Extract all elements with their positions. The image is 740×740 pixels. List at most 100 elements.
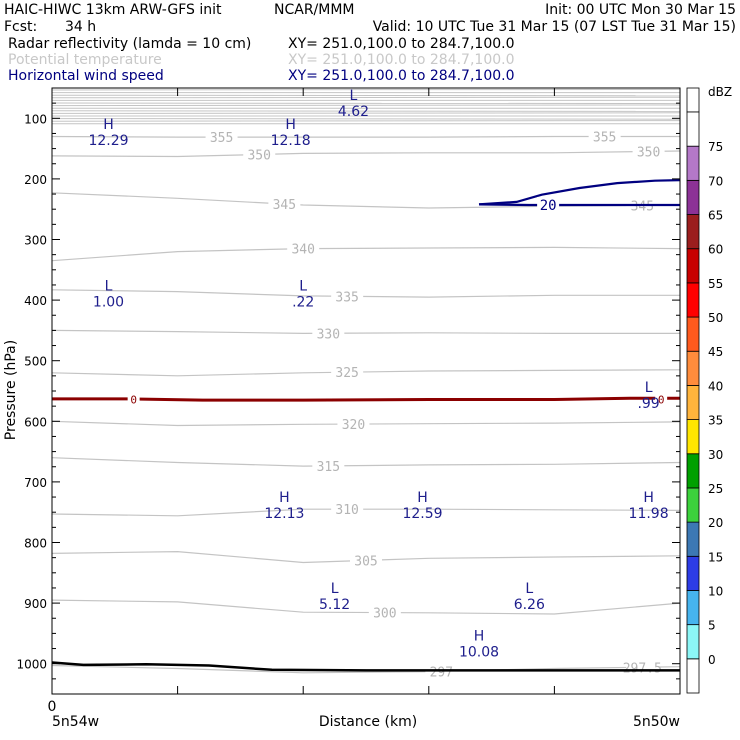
extremum-type: H [279,490,290,506]
colorbar-swatch [686,453,700,489]
colorbar-swatch [686,248,700,284]
colorbar-level-label: 5 [708,619,716,633]
y-tick-label: 400 [24,294,47,308]
wind-contours: 20 [478,179,681,214]
theta-contour-label: 305 [354,554,377,569]
extrema-labels: L4.62H12.29H12.18L1.00L.22L.99H12.13H12.… [88,88,668,661]
extremum-value: 12.59 [402,506,442,522]
theta-contour-label: 355 [210,131,233,146]
field-name: Radar reflectivity (lamda = 10 cm) [8,36,251,52]
theta-contour-label: 345 [273,198,296,213]
y-tick-label: 300 [24,234,47,248]
x-axis-label: Distance (km) [319,714,417,730]
extremum-value: 1.00 [93,294,124,310]
extremum-type: H [103,117,114,133]
colorbar-level-label: 10 [708,584,723,598]
field-name: Horizontal wind speed [8,68,164,84]
theta-contour-label: 300 [373,607,396,622]
colorbar-swatch [686,419,700,455]
extremum-value: 5.12 [319,597,350,613]
colorbar-level-label: 60 [708,243,723,257]
y-axis-label: Pressure (hPa) [3,340,19,440]
colorbar-level-label: 55 [708,277,723,291]
theta-contour-line [51,150,681,158]
model-title: HAIC-HIWC 13km ARW-GFS init [4,2,222,18]
extremum-value: 12.13 [264,506,304,522]
theta-contour-label: 315 [317,460,340,475]
extremum-type: H [285,117,296,133]
colorbar-swatch [686,624,700,660]
theta-contour-label: 325 [335,366,358,381]
field-xy: XY= 251.0,100.0 to 284.7,100.0 [288,68,515,84]
colorbar-level-label: 30 [708,448,723,462]
colorbar-level-label: 20 [708,516,723,530]
field-xy: XY= 251.0,100.0 to 284.7,100.0 [288,52,515,68]
theta-contour-label: 350 [637,145,660,160]
theta-contour-line [51,289,680,298]
colorbar-level-label: 15 [708,550,723,564]
colorbar-swatch [686,385,700,420]
theta-contour-label: 297 [430,665,453,680]
theta-contour-line [51,599,681,615]
x-zero-label: 0 [48,699,57,715]
colorbar-swatch [686,590,700,626]
extremum-value: 10.08 [459,645,499,661]
y-tick-label: 200 [24,173,47,187]
colorbar-swatch [686,179,700,215]
valid-time: Valid: 10 UTC Tue 31 Mar 15 (07 LST Tue … [373,19,736,35]
org-label: NCAR/MMM [274,2,355,18]
colorbar-swatch [686,111,700,147]
upper-theta-contours [51,88,681,125]
colorbar-level-label: 0 [708,653,716,667]
extremum-value: 12.18 [271,133,311,149]
extremum-type: L [350,88,358,104]
theta-contours: 355 355 350 350 345 345 340 335 330 325 320 315 310 3… [51,128,681,680]
colorbar-swatch [686,145,700,181]
theta-contour-line [51,508,681,517]
colorbar-swatch [686,350,700,386]
theta-contour-line [51,369,681,377]
colorbar-level-label: 70 [708,174,723,188]
field-name: Potential temperature [8,52,162,68]
fcst-label: Fcst: [4,19,37,35]
extremum-value: 12.29 [88,133,128,149]
y-tick-label: 700 [24,476,47,490]
x-right-label: 5n50w [633,714,680,730]
extremum-type: H [643,490,654,506]
theta-contour-label: 345 [631,199,654,214]
theta-contour-label: 330 [317,327,340,342]
colorbar-level-label: 35 [708,414,723,428]
theta-contour-line [51,664,681,674]
y-tick-label: 1000 [16,658,47,672]
colorbar-swatch [686,555,700,591]
theta-contour-label: 335 [335,290,358,305]
colorbar-level-label: 40 [708,379,723,393]
theta-contour-line [51,246,681,262]
extremum-type: L [299,278,307,294]
extremum-type: L [645,380,653,396]
y-tick-label: 500 [24,355,47,369]
colorbar-unit: dBZ [708,85,732,99]
colorbar-swatch [686,282,700,318]
theta-contour-label: 297.5 [623,661,662,676]
theta-contour-line [51,329,680,335]
extremum-value: .99 [637,396,659,412]
fcst-value: 34 h [65,19,96,35]
colorbar-level-label: 25 [708,482,723,496]
colorbar-level-label: 75 [708,140,723,154]
y-tick-label: 600 [24,415,47,429]
colorbar-level-label: 45 [708,345,723,359]
extremum-type: L [331,581,339,597]
y-tick-label: 800 [24,537,47,551]
colorbar-swatch [686,316,700,352]
extremum-type: H [417,490,428,506]
theta-contour-label: 355 [593,130,616,145]
y-tick-label: 900 [24,597,47,611]
colorbar-swatch [686,521,700,557]
extremum-value: 4.62 [338,104,369,120]
theta-contour-label: 340 [291,243,314,258]
wind-contour-label: 20 [540,198,557,214]
